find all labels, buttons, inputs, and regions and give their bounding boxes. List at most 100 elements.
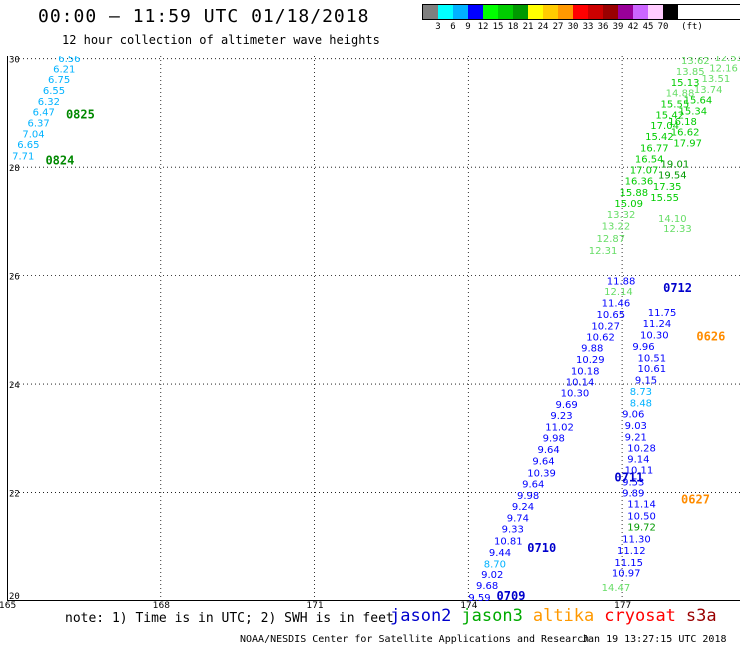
lat-label-20: 20 — [9, 592, 20, 601]
legend-label-6: 6 — [450, 22, 456, 32]
pass-label-0711: 0711 — [614, 471, 643, 485]
swh-value: 9.33 — [502, 525, 524, 536]
swh-value: 9.74 — [507, 513, 529, 524]
swh-value: 16.62 — [671, 128, 700, 139]
swh-value: 9.23 — [550, 411, 572, 422]
swh-value: 15.42 — [645, 132, 674, 143]
legend-label-45: 45 — [642, 22, 654, 32]
swh-value: 8.48 — [630, 398, 652, 409]
legend-label-9: 9 — [465, 22, 471, 32]
swh-value: 10.51 — [637, 353, 666, 364]
swh-value: 12.53 — [714, 56, 740, 64]
swh-value: 6.55 — [43, 86, 65, 97]
swh-value: 10.30 — [640, 331, 669, 342]
legend-swatch-9 — [558, 5, 573, 19]
pass-label-0710: 0710 — [527, 541, 556, 555]
page-subtitle: 12 hour collection of altimeter wave hei… — [62, 33, 380, 47]
satellite-legend: jason2 jason3 altika cryosat s3a — [390, 606, 727, 626]
swh-value: 10.29 — [576, 355, 605, 366]
swh-value: 10.18 — [571, 366, 600, 377]
swh-value: 10.81 — [494, 537, 523, 548]
legend-label-39: 39 — [612, 22, 624, 32]
legend-swatch-10 — [573, 5, 588, 19]
swh-value: 9.68 — [476, 581, 498, 592]
swh-value: 7.71 — [12, 152, 34, 163]
swh-value: 9.96 — [632, 342, 654, 353]
swh-value: 9.88 — [581, 344, 603, 355]
swh-value: 6.47 — [33, 108, 55, 119]
legend-label-12: 12 — [477, 22, 489, 32]
swh-value: 15.64 — [684, 96, 713, 107]
swh-value: 10.27 — [591, 321, 620, 332]
swh-value: 11.75 — [648, 308, 677, 319]
swh-value: 11.14 — [627, 500, 656, 511]
swh-value: 10.30 — [561, 389, 590, 400]
lon-label-177: 177 — [614, 601, 632, 611]
swh-value: 8.70 — [484, 559, 506, 570]
swh-value: 10.61 — [637, 364, 666, 375]
swh-value: 11.02 — [545, 423, 574, 434]
swh-value: 16.54 — [635, 154, 664, 165]
satellite-jason3: jason3 — [461, 606, 523, 626]
legend-label-27: 27 — [552, 22, 564, 32]
swh-value: 14.88 — [666, 89, 695, 100]
swh-value: 19.72 — [627, 523, 656, 534]
swh-value: 9.21 — [625, 432, 647, 443]
swh-value: 19.54 — [658, 171, 687, 182]
wave-height-map: 20 22 24 26 28 30 7.71 6.65 7.04 6.37 6.47 6.32 6.55… — [7, 56, 740, 601]
swh-value: 6.65 — [17, 140, 39, 151]
swh-value: 13.22 — [602, 222, 631, 233]
satellite-altika: altika — [532, 606, 595, 626]
swh-value: 6.32 — [38, 97, 60, 108]
swh-value: 15.09 — [614, 199, 643, 210]
swh-value: 11.12 — [617, 546, 646, 557]
swh-value: 13.62 — [681, 56, 710, 67]
swh-value: 10.62 — [586, 333, 615, 344]
swh-value: 15.34 — [678, 107, 707, 118]
swh-value: 15.55 — [661, 100, 690, 111]
legend-swatch-6 — [513, 5, 528, 19]
swh-value: 9.98 — [543, 434, 565, 445]
swh-value: 10.50 — [627, 512, 656, 523]
legend-label-42: 42 — [627, 22, 639, 32]
page-title: 00:00 – 11:59 UTC 01/18/2018 — [38, 6, 370, 27]
swh-value: 10.65 — [596, 310, 625, 321]
swh-value: 9.69 — [555, 400, 577, 411]
swh-value: 19.01 — [661, 160, 690, 171]
legend-label-15: 15 — [492, 22, 504, 32]
legend-swatch-4 — [483, 5, 498, 19]
legend-label-30: 30 — [567, 22, 579, 32]
swh-value: 6.56 — [58, 56, 80, 65]
legend-label-70: 70 — [657, 22, 669, 32]
swh-value: 17.97 — [673, 139, 702, 150]
lat-label-22: 22 — [9, 490, 20, 500]
swh-value: 9.24 — [512, 502, 534, 513]
lat-label-28: 28 — [9, 164, 20, 174]
pass-label-0825: 0825 — [66, 107, 95, 121]
swh-value: 13.51 — [702, 74, 731, 85]
legend-label-18: 18 — [507, 22, 519, 32]
swh-value: 6.21 — [53, 64, 75, 75]
swh-value: 6.75 — [48, 75, 70, 86]
legend-swatch-11 — [588, 5, 603, 19]
swh-value: 9.89 — [622, 488, 644, 499]
swh-value: 8.73 — [630, 387, 652, 398]
swh-value: 15.55 — [650, 193, 679, 204]
swh-value: 14.47 — [602, 583, 631, 594]
satellite-jason2: jason2 — [390, 606, 452, 626]
swh-value: 11.24 — [643, 319, 672, 330]
swh-value: 15.42 — [655, 110, 684, 121]
legend-labels: 3 6 9 12 15 18 21 24 27 30 33 36 39 42 45 70 (ft) — [422, 20, 740, 34]
credit-line: NOAA/NESDIS Center for Satellite Applica… — [240, 634, 590, 645]
swh-value: 10.39 — [527, 468, 556, 479]
swh-value: 17.04 — [650, 121, 679, 132]
lon-label-168: 168 — [152, 601, 170, 611]
legend-swatch-0 — [423, 5, 438, 19]
footnote: note: 1) Time is in UTC; 2) SWH is in fe… — [65, 611, 394, 626]
swh-value: 12.31 — [589, 246, 618, 257]
swh-value: 9.44 — [489, 548, 511, 559]
pass-label-0626: 0626 — [696, 330, 725, 344]
legend-label-36: 36 — [597, 22, 609, 32]
swh-value: 12.16 — [709, 64, 738, 75]
swh-value: 9.15 — [635, 376, 657, 387]
